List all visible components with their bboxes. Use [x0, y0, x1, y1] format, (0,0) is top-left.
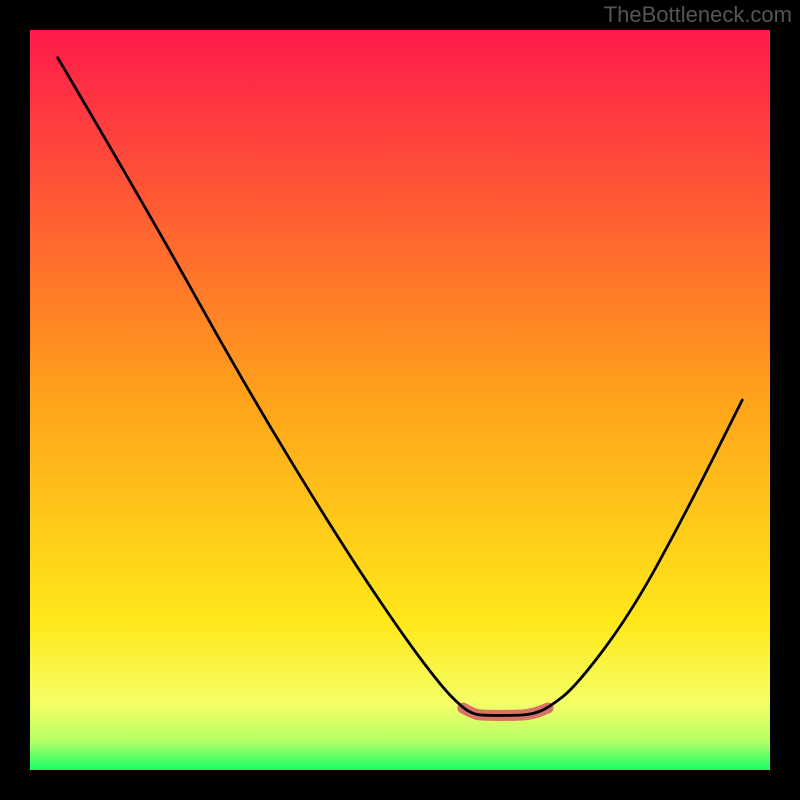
watermark-text: TheBottleneck.com — [604, 2, 792, 28]
bottleneck-curve — [58, 58, 743, 716]
gradient-plot-area — [30, 30, 770, 770]
curve-layer — [30, 30, 770, 770]
